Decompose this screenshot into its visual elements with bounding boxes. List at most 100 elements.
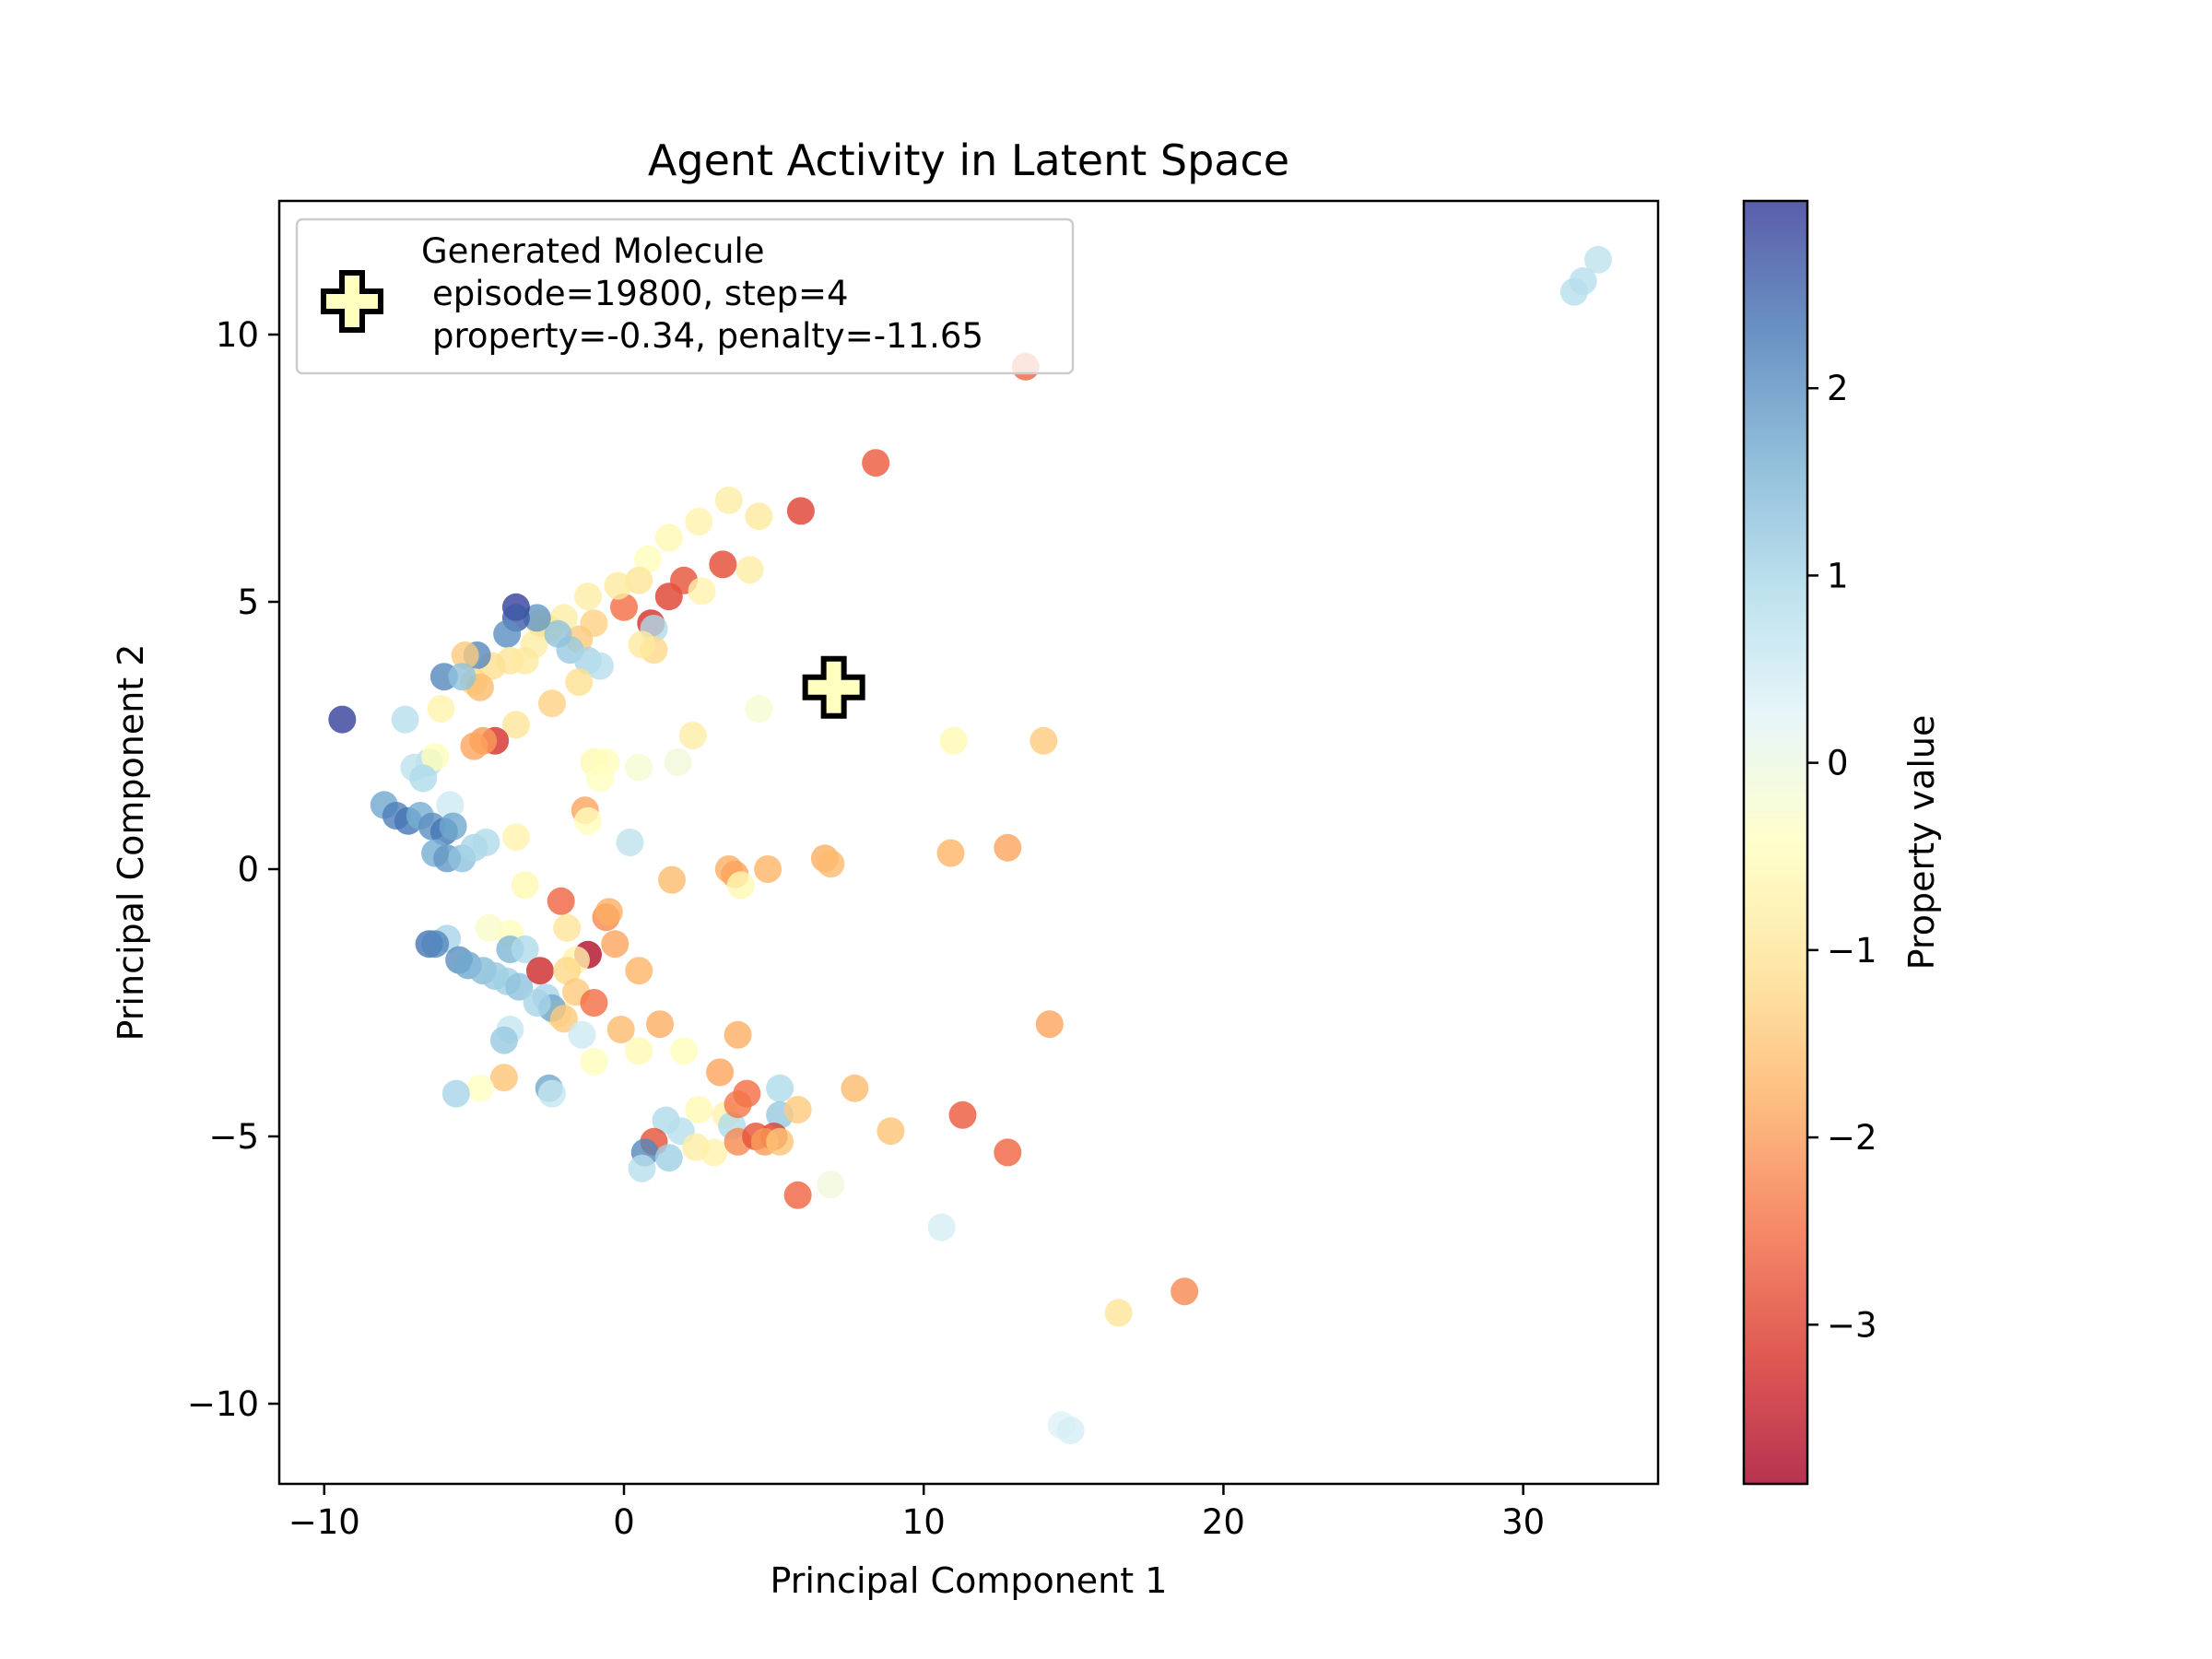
scatter-point bbox=[862, 449, 890, 477]
y-tick-label: −10 bbox=[187, 1384, 259, 1424]
scatter-point bbox=[948, 1100, 977, 1129]
scatter-point bbox=[580, 989, 608, 1017]
scatter-points bbox=[328, 245, 1612, 1444]
scatter-point bbox=[766, 1074, 794, 1102]
scatter-point bbox=[547, 887, 575, 915]
x-tick-label: 20 bbox=[1202, 1502, 1245, 1542]
colorbar-tick-label: −1 bbox=[1827, 931, 1877, 971]
scatter-point bbox=[460, 732, 488, 760]
y-axis-label: Principal Component 2 bbox=[111, 644, 151, 1041]
scatter-point bbox=[634, 545, 663, 573]
scatter-point bbox=[501, 711, 530, 739]
scatter-point bbox=[391, 705, 419, 734]
scatter-point bbox=[568, 1020, 596, 1049]
y-tick-label: 10 bbox=[216, 315, 259, 355]
scatter-point bbox=[465, 1074, 494, 1102]
scatter-point bbox=[817, 850, 845, 878]
scatter-point bbox=[706, 1058, 735, 1087]
scatter-point bbox=[766, 1127, 794, 1156]
scatter-point bbox=[493, 619, 522, 648]
scatter-point bbox=[523, 989, 551, 1017]
plot-border bbox=[277, 199, 1660, 1486]
scatter-point bbox=[994, 833, 1022, 862]
scatter-point bbox=[841, 1074, 869, 1102]
scatter-point bbox=[472, 829, 500, 856]
scatter-point bbox=[754, 855, 782, 883]
scatter-point bbox=[654, 1144, 683, 1172]
y-tick-label: 0 bbox=[237, 850, 259, 889]
legend-line-2: episode=19800, step=4 bbox=[432, 274, 849, 313]
scatter-point bbox=[604, 571, 632, 600]
scatter-point bbox=[544, 619, 572, 648]
scatter-point bbox=[726, 871, 755, 900]
chart-title: Agent Activity in Latent Space bbox=[648, 135, 1289, 185]
y-axis-ticks: −10 −5 0 5 10 bbox=[187, 315, 279, 1424]
scatter-point bbox=[580, 1047, 608, 1076]
scatter-point bbox=[1171, 1277, 1199, 1306]
scatter-point bbox=[606, 1016, 635, 1043]
colorbar-border bbox=[1742, 199, 1809, 1486]
scatter-point bbox=[601, 930, 629, 959]
colorbar-label: Property value bbox=[1901, 715, 1942, 971]
scatter-point bbox=[1559, 277, 1588, 306]
scatter-point bbox=[1035, 1010, 1064, 1039]
colorbar-tick-label: −3 bbox=[1827, 1305, 1877, 1345]
plot-area bbox=[277, 199, 1660, 1486]
colorbar-ticks: −3 −2 −1 0 1 2 bbox=[1807, 369, 1877, 1345]
scatter-point bbox=[685, 508, 713, 535]
scatter-point bbox=[511, 646, 539, 675]
scatter-point bbox=[817, 1171, 845, 1199]
legend: Generated Molecule episode=19800, step=4… bbox=[295, 218, 1075, 375]
scatter-point bbox=[441, 1079, 470, 1108]
x-axis-ticks: −10 0 10 20 30 bbox=[288, 1484, 1545, 1542]
scatter-point bbox=[786, 497, 815, 525]
scatter-point bbox=[1056, 1417, 1085, 1444]
scatter-point bbox=[448, 663, 477, 691]
scatter-point bbox=[489, 1064, 518, 1092]
scatter-point bbox=[745, 695, 773, 723]
scatter-point bbox=[664, 748, 692, 776]
scatter-point bbox=[724, 1090, 752, 1119]
scatter-point bbox=[678, 722, 707, 749]
scatter-point bbox=[714, 486, 743, 514]
scatter-point bbox=[511, 871, 539, 900]
scatter-point bbox=[625, 566, 653, 594]
colorbar-gradient bbox=[1744, 201, 1807, 1484]
x-tick-label: 10 bbox=[902, 1502, 946, 1542]
scatter-point bbox=[553, 957, 582, 985]
scatter-point bbox=[724, 1020, 752, 1049]
colorbar-tick-label: −2 bbox=[1827, 1118, 1877, 1158]
y-tick-label: −5 bbox=[208, 1117, 259, 1157]
legend-line-1: Generated Molecule bbox=[421, 231, 765, 271]
legend-line-3: property=-0.34, penalty=-11.65 bbox=[432, 316, 983, 356]
scatter-point bbox=[421, 743, 450, 771]
x-tick-label: 0 bbox=[613, 1502, 635, 1542]
legend-box bbox=[295, 218, 1075, 375]
colorbar: −3 −2 −1 0 1 2 Property value bbox=[1742, 199, 1942, 1486]
scatter-point bbox=[537, 1079, 566, 1108]
scatter-point bbox=[594, 898, 623, 926]
scatter-point bbox=[783, 1181, 812, 1209]
scatter-point bbox=[994, 1138, 1022, 1167]
scatter-point bbox=[439, 812, 467, 841]
scatter-point bbox=[427, 695, 455, 723]
scatter-point bbox=[700, 1138, 728, 1167]
scatter-point bbox=[565, 668, 594, 696]
scatter-point bbox=[745, 502, 773, 531]
scatter-point bbox=[628, 630, 656, 659]
scatter-point bbox=[625, 1037, 653, 1065]
generated-molecule-marker bbox=[802, 655, 865, 719]
highlight-layer bbox=[802, 655, 865, 719]
x-tick-label: −10 bbox=[288, 1502, 360, 1542]
scatter-point bbox=[709, 550, 737, 579]
scatter-point bbox=[523, 604, 551, 632]
scatter-point bbox=[451, 641, 479, 669]
y-tick-label: 5 bbox=[237, 582, 259, 622]
scatter-point bbox=[489, 1026, 518, 1054]
scatter-point bbox=[1583, 245, 1612, 274]
scatter-point bbox=[409, 764, 438, 793]
scatter-point bbox=[525, 957, 554, 985]
scatter-point bbox=[585, 764, 614, 793]
scatter-point bbox=[421, 930, 450, 959]
